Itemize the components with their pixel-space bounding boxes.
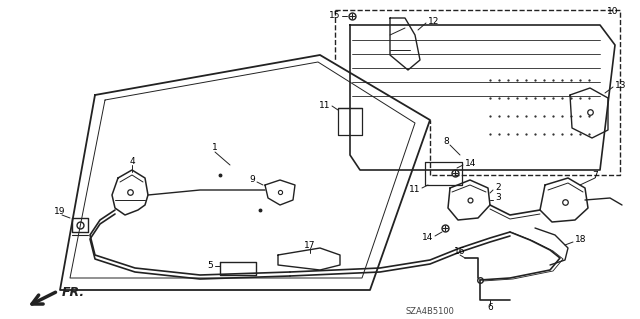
Text: 4: 4 xyxy=(129,158,135,167)
Text: 2: 2 xyxy=(495,183,500,192)
Text: 15: 15 xyxy=(328,11,340,20)
Text: 12: 12 xyxy=(428,18,440,26)
Text: 8: 8 xyxy=(443,137,449,146)
Text: 14: 14 xyxy=(422,234,433,242)
Text: 13: 13 xyxy=(615,80,627,90)
Text: 1: 1 xyxy=(212,144,218,152)
Text: 11: 11 xyxy=(319,100,330,109)
Text: 6: 6 xyxy=(487,303,493,313)
Text: 5: 5 xyxy=(207,261,213,270)
Text: 18: 18 xyxy=(575,235,586,244)
Text: 14: 14 xyxy=(465,159,476,167)
Text: 17: 17 xyxy=(304,241,316,249)
Text: FR.: FR. xyxy=(62,286,85,300)
Text: SZA4B5100: SZA4B5100 xyxy=(406,308,454,316)
Text: 11: 11 xyxy=(408,186,420,195)
Text: 7: 7 xyxy=(592,170,598,180)
Text: 19: 19 xyxy=(54,207,66,217)
Text: 9: 9 xyxy=(249,175,255,184)
Text: 16: 16 xyxy=(454,248,466,256)
Text: 10: 10 xyxy=(607,8,618,17)
Text: 3: 3 xyxy=(495,194,500,203)
